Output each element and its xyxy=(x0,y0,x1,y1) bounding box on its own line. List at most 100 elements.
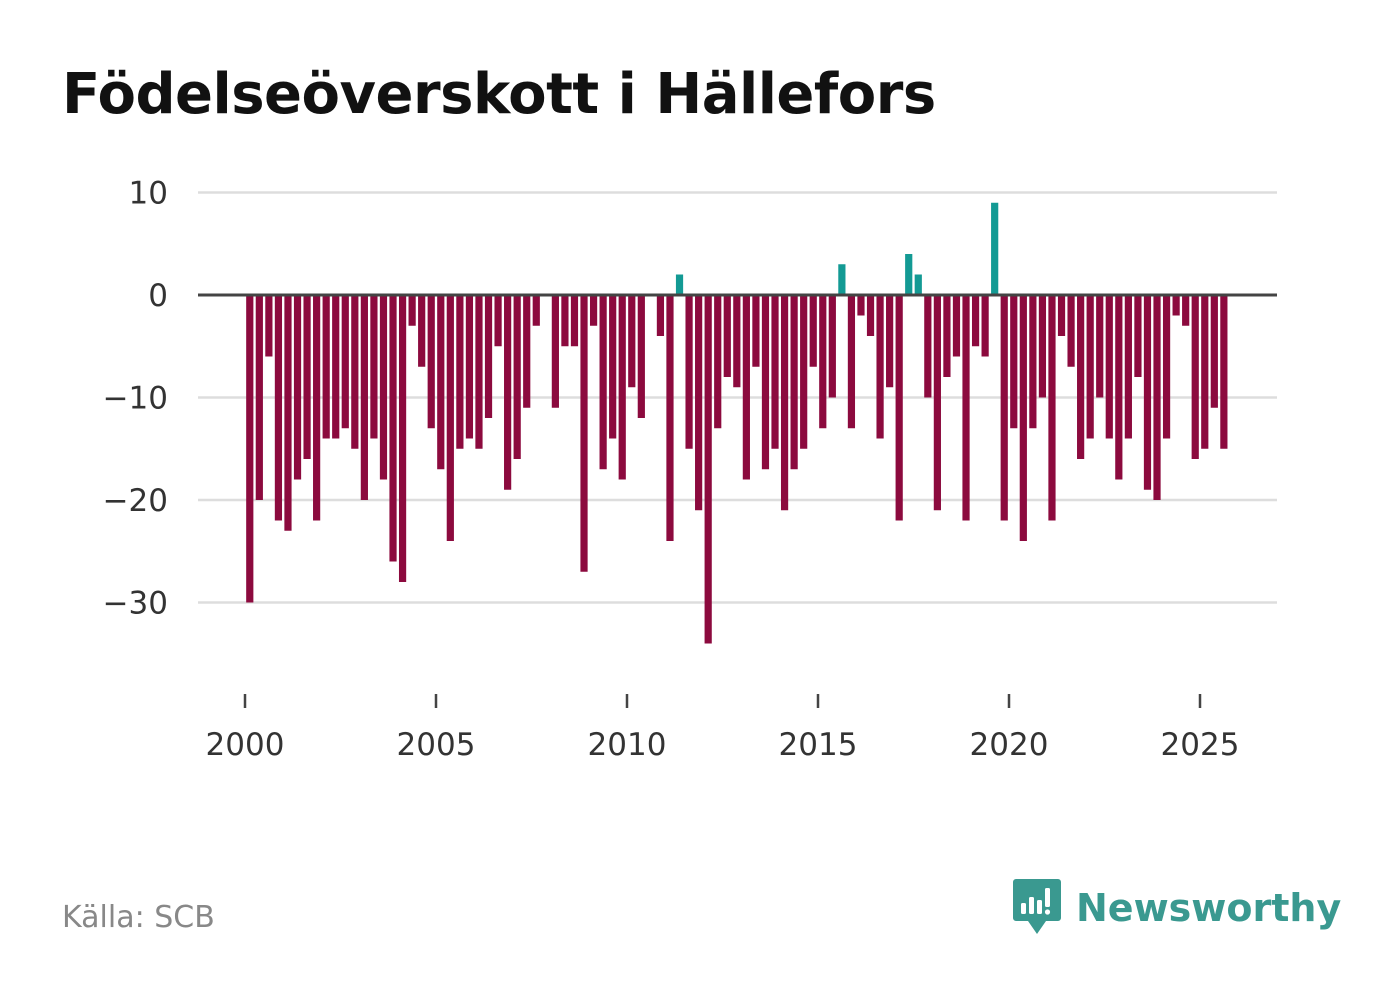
bar xyxy=(780,295,789,511)
bar xyxy=(389,295,397,562)
bar xyxy=(886,295,894,388)
bar xyxy=(570,295,579,347)
bar xyxy=(398,295,407,582)
bar xyxy=(446,295,454,541)
bar xyxy=(1086,295,1094,439)
bar xyxy=(800,295,808,449)
bar xyxy=(991,202,999,295)
grid-lines xyxy=(198,191,1277,604)
bar xyxy=(1182,295,1190,326)
bar xyxy=(284,295,292,531)
bar xyxy=(1010,295,1018,429)
bar xyxy=(551,295,559,408)
bar xyxy=(1105,295,1113,439)
bar xyxy=(523,295,531,408)
bar xyxy=(322,295,330,439)
bar xyxy=(1124,295,1132,439)
bar xyxy=(618,295,626,480)
x-tick-label: 2010 xyxy=(588,727,667,763)
bar xyxy=(255,295,263,500)
bar xyxy=(809,295,817,367)
bar xyxy=(943,295,951,377)
bars xyxy=(246,202,1228,644)
bar xyxy=(981,295,989,357)
bar xyxy=(1172,295,1180,316)
bar xyxy=(1153,295,1161,500)
x-tick-label: 2005 xyxy=(397,727,476,763)
bar xyxy=(838,264,846,295)
bar xyxy=(1162,295,1171,439)
bar xyxy=(332,295,340,439)
bar xyxy=(360,295,368,500)
bar xyxy=(656,295,665,336)
bar xyxy=(847,295,856,429)
bar xyxy=(609,295,617,439)
bar xyxy=(504,295,512,490)
bar xyxy=(341,295,349,429)
bar xyxy=(1057,295,1066,336)
bar xyxy=(274,295,283,521)
x-tick-label: 2025 xyxy=(1161,727,1240,763)
bar xyxy=(857,295,865,316)
bar xyxy=(379,295,388,480)
bar xyxy=(733,295,741,388)
bar xyxy=(427,295,435,429)
y-tick-label: 10 xyxy=(129,176,168,212)
bar xyxy=(685,295,693,449)
bar xyxy=(714,295,722,429)
source-label: Källa: SCB xyxy=(62,900,215,935)
bar xyxy=(370,295,378,439)
bar xyxy=(790,295,798,470)
x-axis: 2000 2005 2010 2015 2020 2025 xyxy=(206,694,1240,763)
y-axis: 10 0 −10 −20 −30 xyxy=(103,176,168,622)
bar xyxy=(475,295,483,449)
brand-name: Newsworthy xyxy=(1076,886,1342,930)
x-tick-label: 2015 xyxy=(779,727,858,763)
y-tick-label: −20 xyxy=(103,483,168,519)
bar xyxy=(1000,295,1008,521)
bar xyxy=(828,295,836,398)
bar xyxy=(761,295,770,470)
bar xyxy=(742,295,750,480)
bar xyxy=(1048,295,1056,521)
bar xyxy=(771,295,779,449)
bar xyxy=(1220,295,1228,449)
bar xyxy=(494,295,502,347)
bar xyxy=(895,295,903,521)
bar xyxy=(1067,295,1075,367)
bar xyxy=(246,295,254,603)
bar xyxy=(561,295,569,347)
bar xyxy=(408,295,416,326)
bar xyxy=(723,295,731,377)
bar xyxy=(637,295,645,418)
bar xyxy=(599,295,607,470)
bar xyxy=(465,295,474,439)
bar xyxy=(265,295,273,357)
bar xyxy=(1134,295,1142,377)
bar xyxy=(952,295,961,357)
bar xyxy=(1038,295,1047,398)
x-tick-label: 2020 xyxy=(970,727,1049,763)
bar xyxy=(303,295,311,459)
y-tick-label: 0 xyxy=(148,278,168,314)
bar xyxy=(1210,295,1218,408)
bar xyxy=(924,295,932,398)
bar xyxy=(1143,295,1152,490)
bar xyxy=(532,295,540,326)
bar xyxy=(589,295,598,326)
chart-title: Födelseöverskott i Hällefors xyxy=(62,62,936,127)
bar xyxy=(876,295,884,439)
bar xyxy=(1191,295,1199,459)
bar xyxy=(293,295,302,480)
bar xyxy=(704,295,712,644)
bar xyxy=(666,295,674,541)
bar xyxy=(752,295,760,367)
bar xyxy=(675,274,684,295)
bar xyxy=(580,295,588,572)
bar xyxy=(1096,295,1104,398)
bar xyxy=(351,295,359,449)
bar xyxy=(513,295,521,459)
y-tick-label: −10 xyxy=(103,381,168,417)
y-tick-label: −30 xyxy=(103,586,168,622)
